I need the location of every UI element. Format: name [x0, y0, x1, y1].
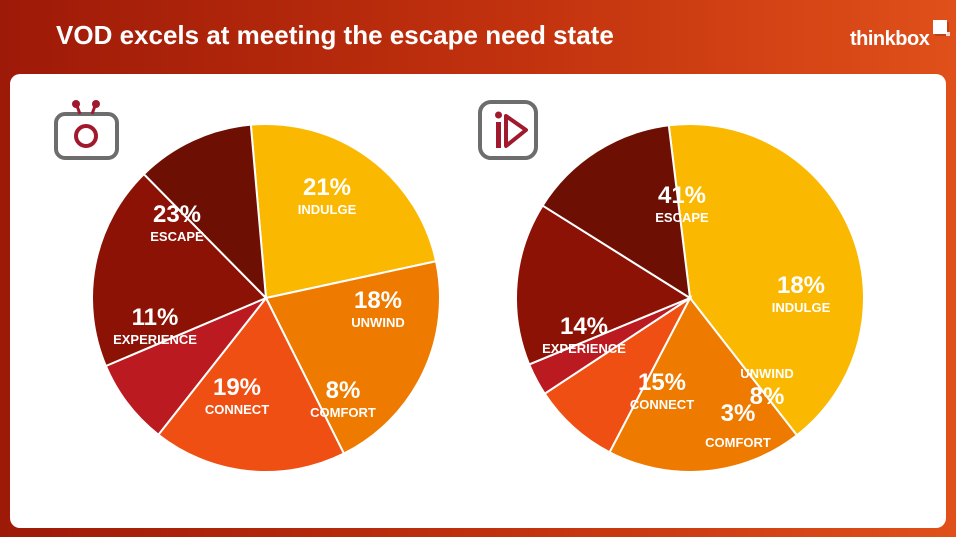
slice-percent-connect: 15%	[638, 369, 686, 396]
page-title: VOD excels at meeting the escape need st…	[56, 20, 614, 50]
pie-slice-indulge	[264, 260, 441, 455]
pie-slice-indulge	[608, 296, 799, 474]
pie-slice-experience	[142, 123, 268, 301]
slice-percent-unwind: 18%	[354, 287, 402, 314]
brand-logo-dot-icon	[946, 32, 950, 36]
slice-percent-indulge: 21%	[303, 174, 351, 201]
slice-percent-unwind: 8%	[750, 383, 785, 410]
slice-label-experience: EXPERIENCE	[542, 341, 626, 356]
slice-percent-experience: 11%	[132, 304, 179, 331]
slice-label-comfort: COMFORT	[705, 435, 771, 450]
slice-percent-escape: 41%	[658, 182, 706, 209]
slice-label-connect: CONNECT	[630, 397, 694, 412]
slice-percent-escape: 23%	[153, 201, 201, 228]
pie-chart-vod: 41%ESCAPE 18%INDULGE 8% UNWIND 3% COMFORT 15%C…	[515, 123, 865, 474]
slice-label-comfort: COMFORT	[310, 405, 376, 420]
slice-label-unwind: UNWIND	[740, 366, 793, 381]
pie-chart-tv: 23%ESCAPE 21%INDULGE 18%UNWIND 8%COMFORT 19%…	[91, 123, 441, 473]
slice-label-connect: CONNECT	[205, 402, 269, 417]
slice-label-unwind: UNWIND	[351, 315, 404, 330]
brand-logo-square-icon	[933, 20, 947, 34]
pie-slice-unwind	[543, 295, 693, 454]
vod-play-icon	[478, 100, 538, 160]
tv-icon	[54, 100, 119, 160]
pie-slice-experience	[541, 124, 692, 300]
pie-slice-escape	[249, 123, 438, 300]
pie-slice-escape	[667, 123, 865, 437]
slice-percent-connect: 19%	[213, 374, 261, 401]
brand-logo: thinkbox	[850, 28, 930, 50]
pie-slice-connect	[91, 172, 268, 368]
slice-percent-comfort: 3%	[721, 400, 756, 427]
slice-label-indulge: INDULGE	[298, 202, 357, 217]
slice-percent-experience: 14%	[560, 313, 608, 340]
slice-percent-comfort: 8%	[326, 377, 361, 404]
slice-label-experience: EXPERIENCE	[113, 332, 197, 347]
pie-slice-unwind	[156, 296, 346, 473]
slice-label-escape: ESCAPE	[150, 229, 204, 244]
slice-label-indulge: INDULGE	[772, 300, 831, 315]
pie-slice-connect	[515, 204, 693, 366]
slice-label-escape: ESCAPE	[655, 210, 709, 225]
slice-percent-indulge: 18%	[777, 272, 825, 299]
